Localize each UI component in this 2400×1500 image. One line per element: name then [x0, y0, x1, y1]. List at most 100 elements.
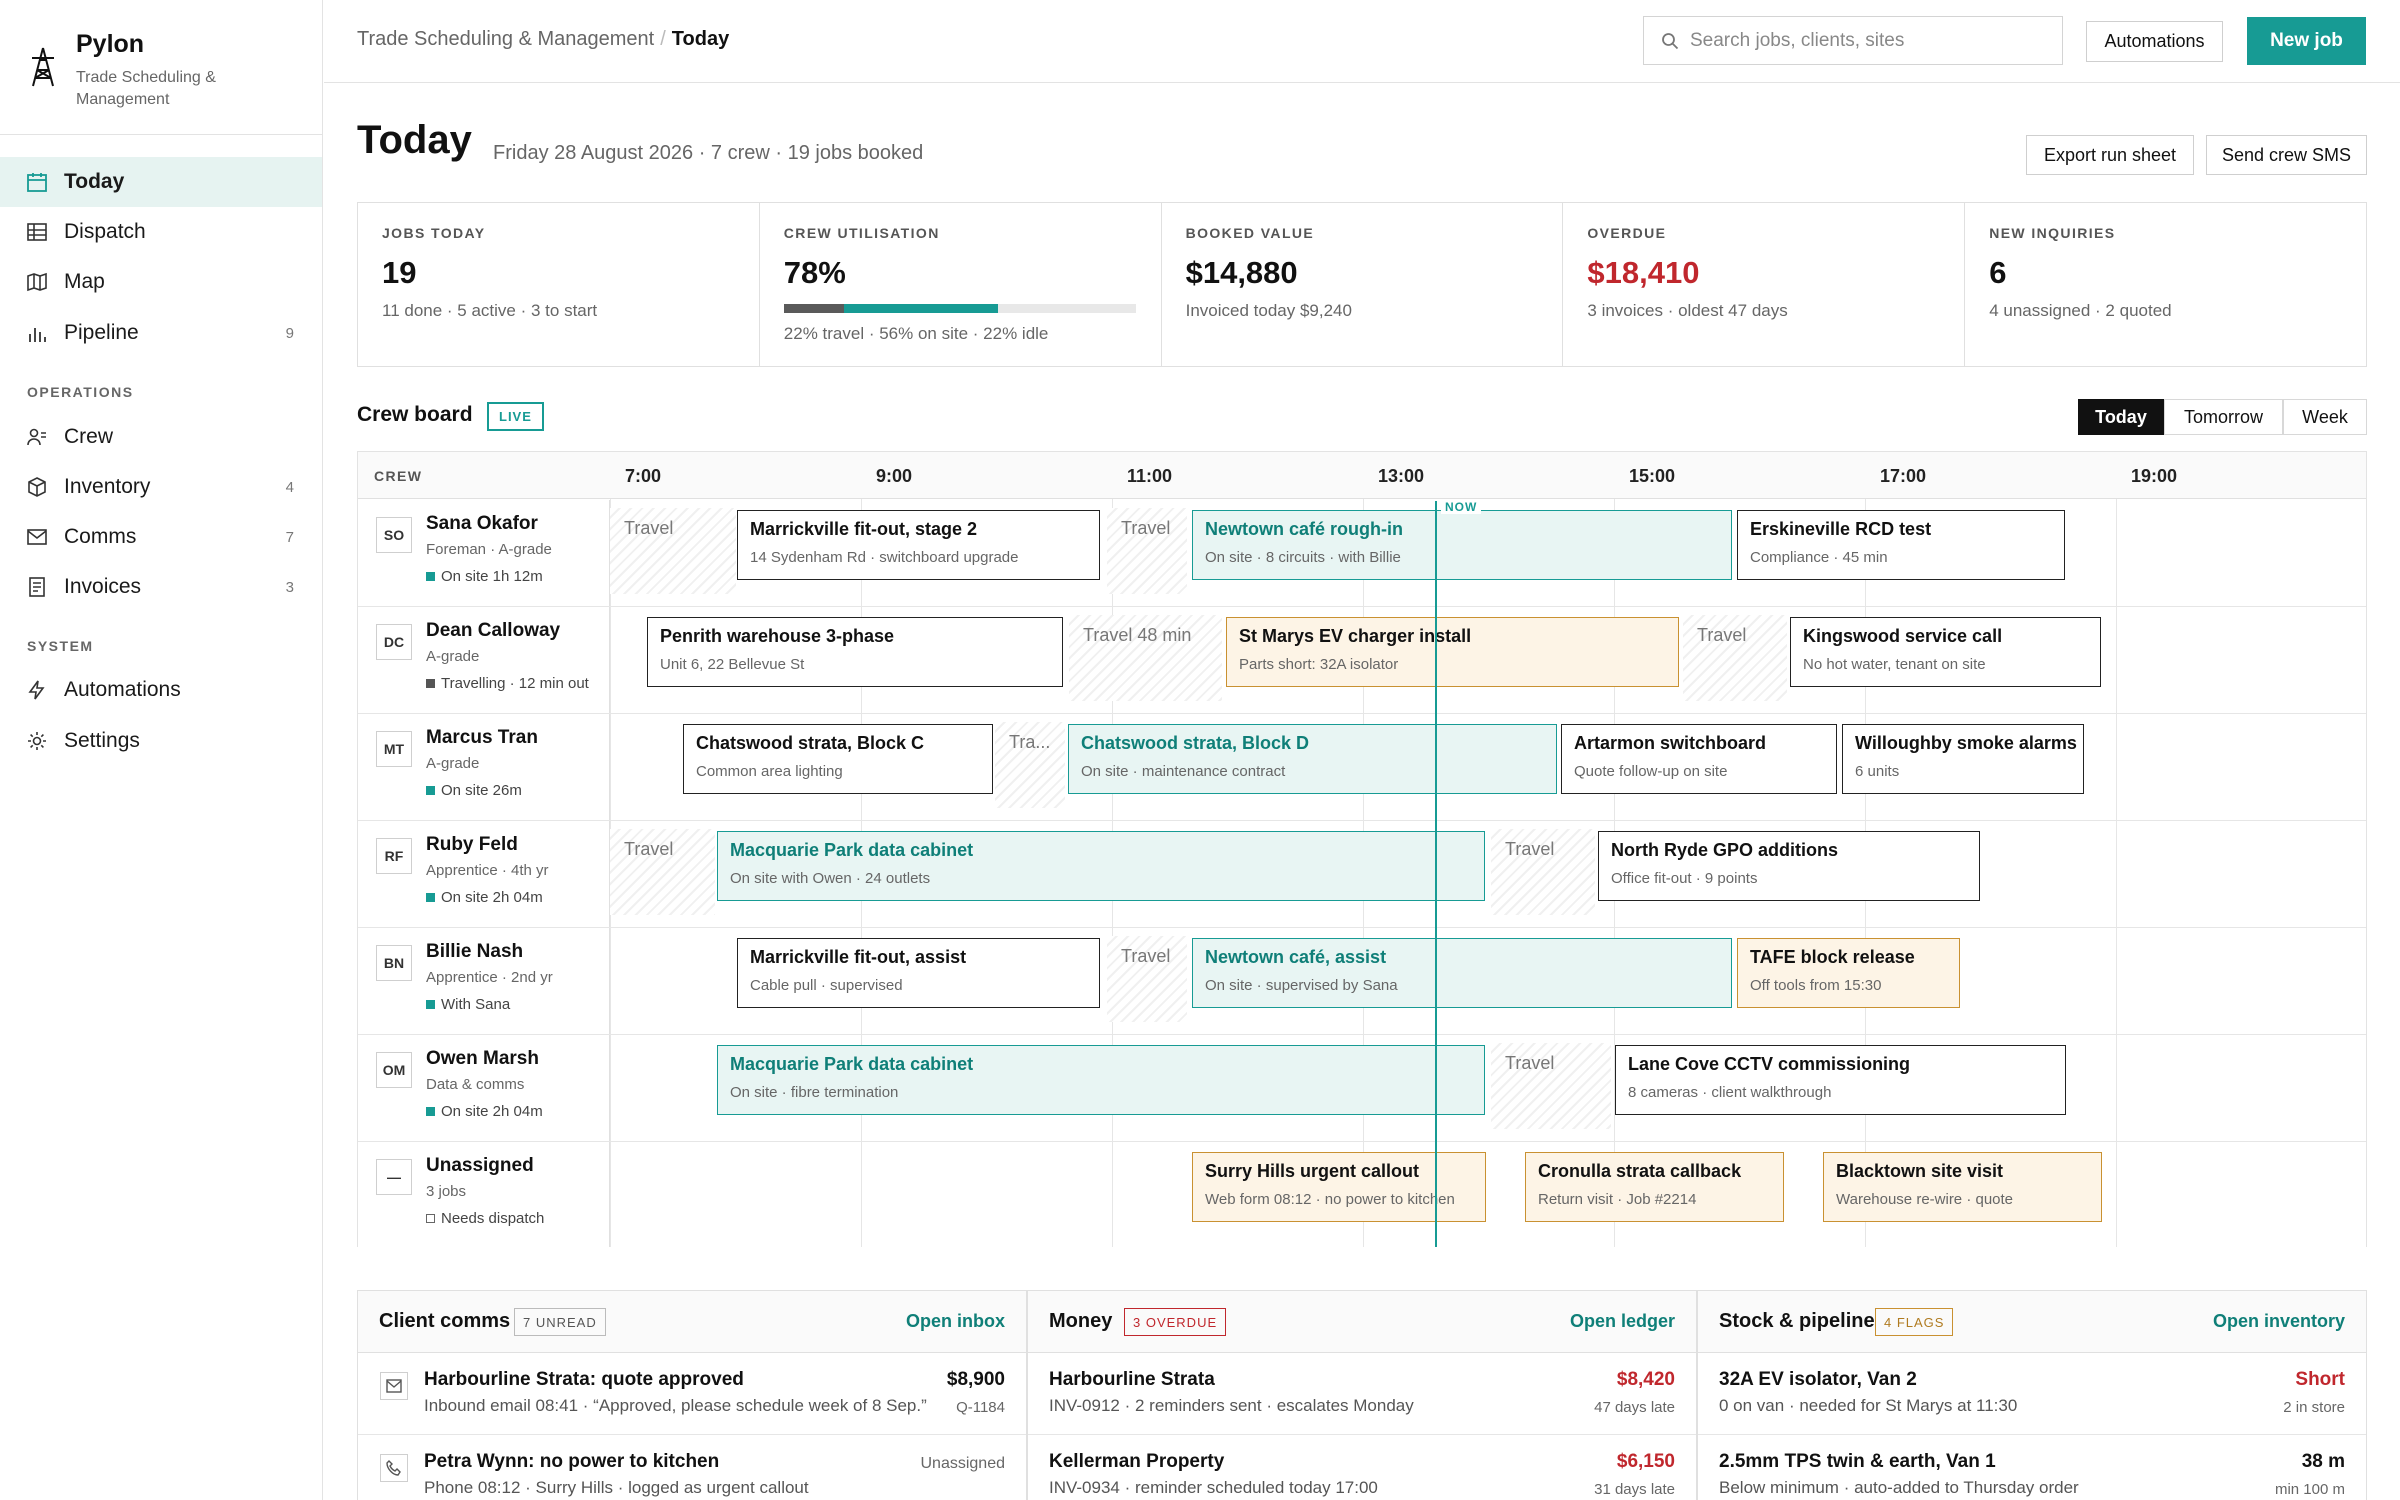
- nav-invoices[interactable]: Invoices 3: [0, 562, 322, 612]
- new-job-button[interactable]: New job: [2247, 17, 2366, 65]
- job-block[interactable]: Lane Cove CCTV commissioning 8 cameras · …: [1615, 1045, 2066, 1115]
- crew-row: MT Marcus Tran A-grade On site 26m Chatswood…: [358, 714, 2366, 821]
- nav-pipeline[interactable]: Pipeline 9: [0, 308, 322, 358]
- nav-map[interactable]: Map: [0, 257, 322, 307]
- brand-name: Pylon: [76, 30, 145, 58]
- avatar: MT: [376, 731, 412, 767]
- job-block[interactable]: Willoughby smoke alarms 6 units: [1842, 724, 2084, 794]
- open-ledger-link[interactable]: Open ledger: [1569, 1311, 1675, 1331]
- nav-section-system: SYSTEM: [27, 638, 94, 654]
- stock-item[interactable]: 2.5mm TPS twin & earth, Van 1 Below mini…: [1698, 1435, 2366, 1500]
- job-block[interactable]: Chatswood strata, Block D On site · maint…: [1068, 724, 1557, 794]
- job-block[interactable]: Marrickville fit-out, assist Cable pull ·…: [737, 938, 1100, 1008]
- job-block[interactable]: Macquarie Park data cabinet On site · fib…: [717, 1045, 1485, 1115]
- invoice-icon: [29, 577, 45, 597]
- crew-row: SO Sana Okafor Foreman · A-grade On site 1h…: [358, 500, 2366, 607]
- nav-dispatch[interactable]: Dispatch: [0, 207, 322, 257]
- job-detail: Web form 08:12 · no power to kitchen: [1205, 1191, 1455, 1208]
- automations-button[interactable]: Automations: [2086, 21, 2223, 62]
- range-tomorrow[interactable]: Tomorrow: [2164, 399, 2283, 435]
- job-block[interactable]: Chatswood strata, Block C Common area lig…: [683, 724, 993, 794]
- nav-inventory[interactable]: Inventory 4: [0, 462, 322, 512]
- job-title: Marrickville fit-out, stage 2: [750, 519, 978, 539]
- stock-item[interactable]: 32A EV isolator, Van 2 0 on van · needed…: [1698, 1353, 2366, 1435]
- comms-item[interactable]: Harbourline Strata: quote approved Inbou…: [358, 1353, 1026, 1435]
- job-block[interactable]: Cronulla strata callback Return visit · J…: [1525, 1152, 1784, 1222]
- kpi-label: NEW INQUIRIES: [1989, 225, 2116, 241]
- crew-row: DC Dean Calloway A-grade Travelling · 12 mi…: [358, 607, 2366, 714]
- crew-role: A-grade: [426, 648, 480, 665]
- kpi-label: JOBS TODAY: [382, 225, 486, 241]
- hour-label: 15:00: [1629, 466, 1676, 486]
- comms-title: Petra Wynn: no power to kitchen: [424, 1451, 720, 1472]
- stock-sub: 0 on van · needed for St Marys at 11:30: [1719, 1396, 2018, 1415]
- job-block[interactable]: Penrith warehouse 3-phase Unit 6, 22 Bell…: [647, 617, 1063, 687]
- job-block[interactable]: Kingswood service call No hot water, tena…: [1790, 617, 2101, 687]
- send-crew-sms-button[interactable]: Send crew SMS: [2206, 135, 2367, 175]
- crew-status: On site 26m: [426, 782, 522, 799]
- crew-member[interactable]: — Unassigned 3 jobs Needs dispatch: [358, 1142, 610, 1247]
- kpi-label: CREW UTILISATION: [783, 225, 940, 241]
- job-block[interactable]: Blacktown site visit Warehouse re-wire · …: [1823, 1152, 2102, 1222]
- box-icon: [28, 477, 46, 497]
- nav-automations[interactable]: Automations: [0, 665, 322, 715]
- job-block[interactable]: Newtown café, assist On site · supervised…: [1192, 938, 1732, 1008]
- comms-sub: Inbound email 08:41 · “Approved, please …: [424, 1396, 927, 1415]
- status-dot: [426, 679, 435, 688]
- job-title: Artarmon switchboard: [1574, 733, 1767, 753]
- travel-block: Travel: [1107, 508, 1187, 594]
- stock-status: Short: [2295, 1369, 2345, 1390]
- crew-row: OM Owen Marsh Data & comms On site 2h 04m Ma…: [358, 1035, 2366, 1142]
- money-item[interactable]: Kellerman Property INV-0934 · reminder s…: [1028, 1435, 1696, 1500]
- kpi-value: 6: [1989, 255, 2007, 290]
- job-block[interactable]: TAFE block release Off tools from 15:30: [1737, 938, 1960, 1008]
- money-sub: INV-0912 · 2 reminders sent · escalates …: [1049, 1396, 1414, 1415]
- client-comms-panel: Client comms 7 UNREAD Open inbox Harbour…: [357, 1290, 1027, 1500]
- overdue-badge: 3 OVERDUE: [1124, 1308, 1227, 1336]
- crew-member[interactable]: BN Billie Nash Apprentice · 2nd yr With San…: [358, 928, 610, 1034]
- pylon-logo-icon: [32, 47, 54, 87]
- avatar: BN: [376, 945, 412, 981]
- travel-block: Travel: [1491, 1043, 1611, 1129]
- export-run-sheet-button[interactable]: Export run sheet: [2026, 135, 2194, 175]
- range-week[interactable]: Week: [2283, 399, 2367, 435]
- job-block[interactable]: Erskineville RCD test Compliance · 45 min: [1737, 510, 2065, 580]
- nav-label: Invoices: [64, 575, 142, 598]
- crew-member[interactable]: DC Dean Calloway A-grade Travelling · 12 mi…: [358, 607, 610, 713]
- money-item[interactable]: Harbourline Strata INV-0912 · 2 reminder…: [1028, 1353, 1696, 1435]
- nav-count: 7: [285, 528, 294, 546]
- kpi-sub: 11 done · 5 active · 3 to start: [382, 301, 598, 320]
- job-block[interactable]: Macquarie Park data cabinet On site with …: [717, 831, 1485, 901]
- job-title: Willoughby smoke alarms: [1855, 733, 2077, 753]
- search-input[interactable]: Search jobs, clients, sites: [1643, 16, 2063, 65]
- breadcrumb-current: Today: [671, 28, 730, 50]
- open-inventory-link[interactable]: Open inventory: [2212, 1311, 2345, 1331]
- crew-member[interactable]: MT Marcus Tran A-grade On site 26m: [358, 714, 610, 820]
- kpi-crew-utilisation: CREW UTILISATION 78% 22% travel · 56% on…: [760, 203, 1162, 366]
- crew-member[interactable]: OM Owen Marsh Data & comms On site 2h 04m: [358, 1035, 610, 1141]
- job-block[interactable]: Newtown café rough-in On site · 8 circuit…: [1192, 510, 1732, 580]
- open-inbox-link[interactable]: Open inbox: [906, 1311, 1005, 1331]
- avatar: OM: [376, 1052, 412, 1088]
- crew-member[interactable]: RF Ruby Feld Apprentice · 4th yr On site 2h…: [358, 821, 610, 927]
- stock-sub: Below minimum · auto-added to Thursday o…: [1719, 1478, 2079, 1497]
- job-title: Surry Hills urgent callout: [1205, 1161, 1420, 1181]
- range-today[interactable]: Today: [2078, 399, 2164, 435]
- nav-label: Comms: [64, 525, 137, 548]
- job-block[interactable]: Marrickville fit-out, stage 2 14 Sydenham…: [737, 510, 1100, 580]
- breadcrumb-root[interactable]: Trade Scheduling & Management: [357, 28, 655, 50]
- nav-settings[interactable]: Settings: [0, 716, 322, 766]
- nav-today[interactable]: Today: [0, 157, 322, 207]
- job-block[interactable]: North Ryde GPO additions Office fit-out ·…: [1598, 831, 1980, 901]
- comms-item[interactable]: Petra Wynn: no power to kitchen Phone 08…: [358, 1435, 1026, 1500]
- job-title: Newtown café rough-in: [1205, 519, 1403, 539]
- kpi-value: 19: [382, 255, 417, 290]
- travel-block: Travel: [1491, 829, 1595, 915]
- crew-member[interactable]: SO Sana Okafor Foreman · A-grade On site 1h…: [358, 500, 610, 606]
- mail-icon: [380, 1372, 408, 1400]
- job-block[interactable]: Artarmon switchboard Quote follow-up on s…: [1561, 724, 1837, 794]
- job-block[interactable]: St Marys EV charger install Parts short: …: [1226, 617, 1679, 687]
- nav-comms[interactable]: Comms 7: [0, 512, 322, 562]
- job-block[interactable]: Surry Hills urgent callout Web form 08:12…: [1192, 1152, 1486, 1222]
- nav-crew[interactable]: Crew: [0, 412, 322, 462]
